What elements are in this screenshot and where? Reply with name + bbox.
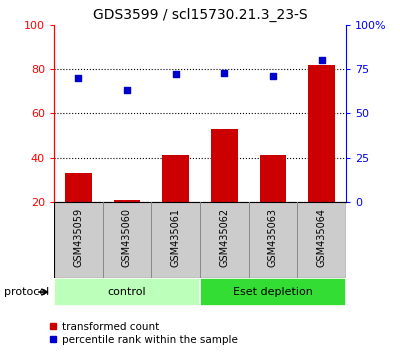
Point	[172, 72, 179, 77]
Text: GSM435063: GSM435063	[268, 208, 278, 267]
Text: Eset depletion: Eset depletion	[233, 287, 313, 297]
Text: GSM435060: GSM435060	[122, 208, 132, 267]
Legend: transformed count, percentile rank within the sample: transformed count, percentile rank withi…	[45, 318, 242, 349]
Bar	[114, 200, 140, 202]
Bar	[54, 278, 200, 306]
Point	[221, 70, 228, 75]
Bar	[308, 65, 335, 202]
Point	[270, 73, 276, 79]
Text: GSM435064: GSM435064	[317, 208, 327, 267]
Text: GSM435062: GSM435062	[219, 208, 229, 267]
Bar	[260, 155, 286, 202]
Title: GDS3599 / scl15730.21.3_23-S: GDS3599 / scl15730.21.3_23-S	[93, 8, 307, 22]
Text: protocol: protocol	[4, 287, 49, 297]
Bar	[65, 173, 92, 202]
Point	[75, 75, 82, 81]
Bar	[211, 129, 238, 202]
Text: control: control	[108, 287, 146, 297]
Text: GSM435059: GSM435059	[73, 208, 83, 267]
Text: GSM435061: GSM435061	[171, 208, 181, 267]
Bar	[200, 278, 346, 306]
Point	[318, 57, 325, 63]
Bar	[162, 155, 189, 202]
Point	[124, 87, 130, 93]
